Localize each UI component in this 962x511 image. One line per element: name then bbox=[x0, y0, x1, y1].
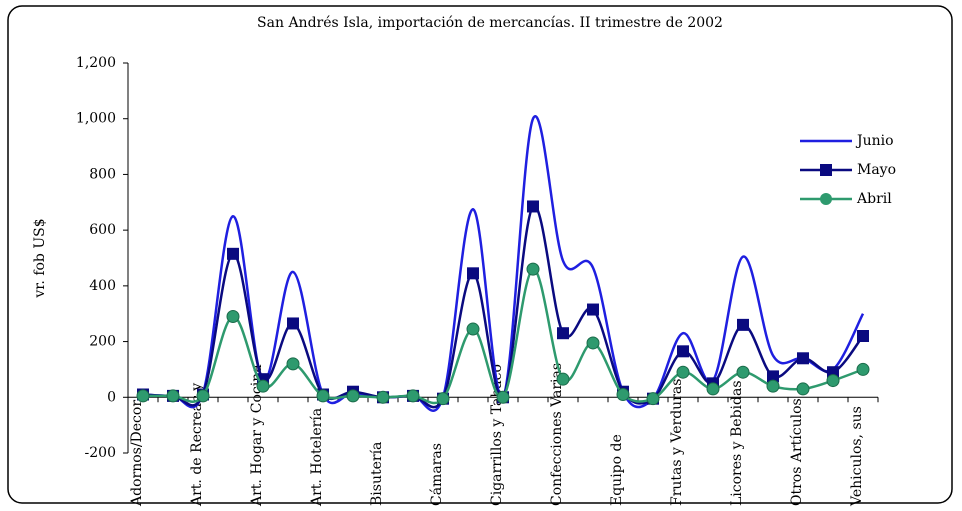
x-tick-label: Adornos/Decor. bbox=[129, 397, 145, 507]
x-tick-label: Art. de Recreac.y bbox=[189, 383, 205, 507]
point-marker bbox=[826, 374, 840, 388]
point-marker bbox=[767, 370, 779, 383]
point-marker bbox=[406, 389, 420, 403]
point-marker bbox=[857, 330, 869, 342]
point-marker bbox=[677, 345, 689, 358]
point-marker bbox=[376, 390, 390, 404]
point-marker bbox=[136, 389, 150, 403]
x-tick-label: Vehiculos, sus bbox=[849, 406, 865, 507]
point-marker bbox=[527, 200, 539, 213]
x-tick-label: Licores y Bebidas bbox=[729, 380, 745, 506]
point-marker bbox=[557, 327, 569, 340]
legend-label: Abril bbox=[856, 191, 892, 207]
point-marker bbox=[466, 322, 480, 336]
point-marker bbox=[587, 303, 599, 316]
y-tick-label: 200 bbox=[89, 334, 116, 350]
point-marker bbox=[196, 389, 210, 403]
legend-label: Junio bbox=[855, 133, 894, 149]
point-marker bbox=[226, 310, 240, 323]
x-tick-label: Frutas y Verduras bbox=[669, 379, 685, 506]
point-marker bbox=[496, 390, 510, 404]
y-tick-label: 1,200 bbox=[76, 55, 116, 71]
point-marker bbox=[646, 392, 660, 406]
point-marker bbox=[616, 388, 630, 401]
point-marker bbox=[227, 247, 239, 260]
legend-marker bbox=[820, 193, 832, 205]
point-marker bbox=[526, 262, 540, 276]
point-marker bbox=[287, 317, 299, 330]
point-marker bbox=[286, 357, 300, 371]
y-tick-label: 600 bbox=[89, 222, 116, 238]
point-marker bbox=[467, 267, 479, 280]
point-marker bbox=[316, 389, 330, 403]
legend-marker bbox=[820, 164, 832, 176]
x-tick-label: Confecciones Varias bbox=[549, 363, 565, 506]
y-tick-label: 1,000 bbox=[76, 111, 116, 127]
point-marker bbox=[556, 372, 570, 386]
legend-label: Mayo bbox=[857, 162, 896, 178]
y-tick-label: 400 bbox=[89, 278, 116, 294]
x-tick-label: Art. Hotelería bbox=[309, 408, 325, 507]
point-marker bbox=[586, 336, 600, 350]
y-tick-label: 800 bbox=[89, 166, 116, 182]
y-axis-label: vr. fob US$ bbox=[32, 218, 48, 298]
x-tick-label: Equipo de bbox=[609, 434, 625, 506]
x-tick-label: Bisutería bbox=[369, 442, 385, 506]
x-tick-label: Cámaras bbox=[429, 443, 445, 506]
chart-title: San Andrés Isla, importación de mercancí… bbox=[257, 15, 723, 31]
point-marker bbox=[766, 379, 780, 393]
point-marker bbox=[346, 389, 360, 403]
y-tick-label: 0 bbox=[107, 389, 116, 405]
point-marker bbox=[706, 382, 720, 396]
point-marker bbox=[676, 365, 690, 379]
y-tick-label: -200 bbox=[85, 445, 116, 461]
point-marker bbox=[737, 318, 749, 331]
point-marker bbox=[436, 392, 450, 406]
point-marker bbox=[797, 352, 809, 365]
point-marker bbox=[166, 389, 180, 403]
point-marker bbox=[736, 365, 750, 379]
point-marker bbox=[796, 382, 810, 396]
point-marker bbox=[856, 362, 870, 376]
chart-frame bbox=[7, 5, 953, 504]
x-tick-label: Otros Artículos bbox=[789, 398, 805, 506]
x-tick-label: Art. Hogar y Cocina bbox=[249, 364, 265, 507]
point-marker bbox=[256, 379, 270, 393]
